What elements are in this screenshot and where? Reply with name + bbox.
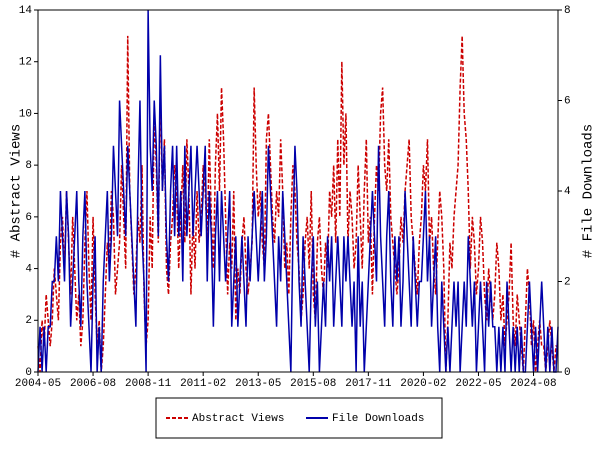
y2-tick-label: 4 — [564, 186, 571, 198]
legend-label: Abstract Views — [192, 413, 284, 425]
y-tick-label: 4 — [25, 263, 32, 275]
x-tick-label: 2017-11 — [345, 378, 392, 390]
x-tick-label: 2008-11 — [125, 378, 172, 390]
y-tick-label: 14 — [19, 5, 33, 17]
x-tick-label: 2015-08 — [290, 378, 336, 390]
y-tick-label: 0 — [25, 367, 32, 379]
y2-axis-title: # File Downloads — [581, 124, 597, 258]
y-axis-title: # Abstract Views — [9, 124, 25, 258]
y2-tick-label: 8 — [564, 5, 571, 17]
x-tick-label: 2013-05 — [235, 378, 281, 390]
y2-tick-label: 6 — [564, 95, 571, 107]
y2-tick-label: 2 — [564, 276, 571, 288]
series-line — [37, 9, 559, 373]
x-tick-label: 2011-02 — [180, 378, 226, 390]
legend-label: File Downloads — [332, 413, 424, 425]
x-tick-label: 2020-02 — [400, 378, 446, 390]
x-tick-label: 2004-05 — [15, 378, 61, 390]
y-tick-label: 12 — [19, 57, 32, 69]
x-tick-label: 2022-05 — [455, 378, 501, 390]
y-tick-label: 6 — [25, 212, 32, 224]
y2-tick-label: 0 — [564, 367, 571, 379]
legend: Abstract Views File Downloads — [155, 397, 443, 439]
plot-frame — [37, 9, 559, 373]
legend-box — [155, 397, 443, 439]
x-tick-label: 2024-08 — [510, 378, 556, 390]
y-tick-label: 2 — [25, 315, 32, 327]
y-tick-label: 10 — [19, 108, 32, 120]
y-tick-label: 8 — [25, 160, 32, 172]
x-tick-label: 2006-08 — [70, 378, 116, 390]
